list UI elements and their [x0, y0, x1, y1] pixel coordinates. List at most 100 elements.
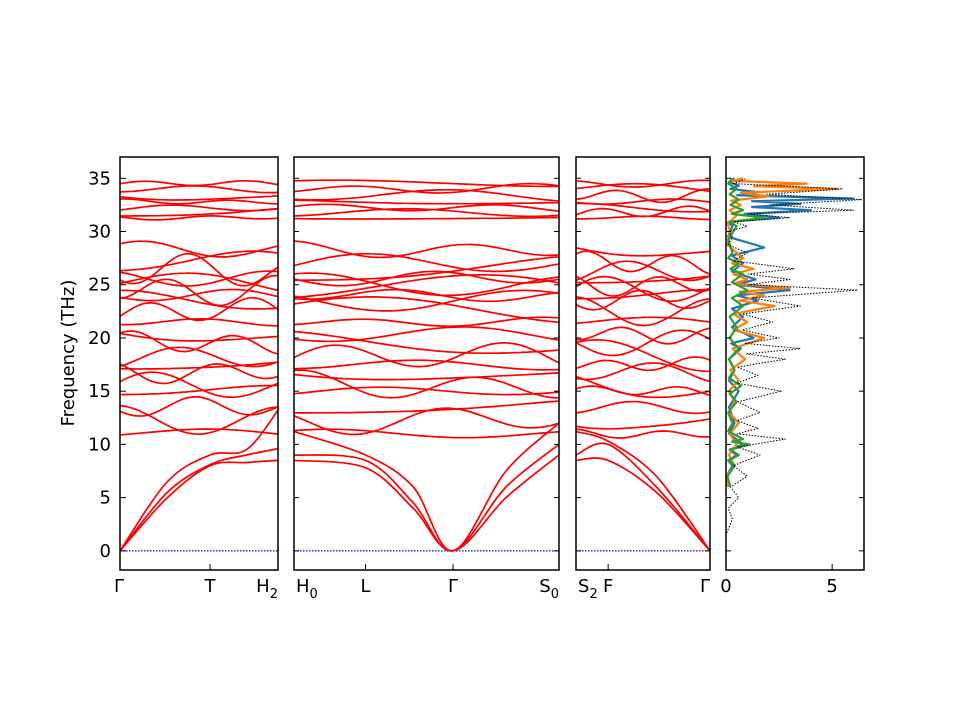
y-tick-label: 10 [88, 434, 111, 455]
optical-band [120, 274, 278, 307]
optical-band [294, 330, 559, 355]
y-tick-label: 5 [100, 488, 111, 509]
optical-band [576, 250, 710, 275]
optical-band [294, 182, 559, 194]
optical-band [120, 288, 278, 302]
optical-band [294, 179, 559, 188]
optical-band [120, 428, 278, 436]
optical-band [294, 203, 559, 213]
acoustic-band [576, 457, 710, 552]
acoustic-band [294, 422, 559, 552]
optical-band [120, 289, 278, 310]
optical-band [576, 428, 710, 439]
dos-partial-series [726, 177, 766, 488]
optical-band [294, 273, 559, 299]
optical-band [120, 396, 278, 417]
y-tick-label: 30 [88, 222, 111, 243]
dos-partial-series [726, 177, 855, 488]
optical-band [120, 252, 278, 287]
optical-band [294, 252, 559, 273]
optical-band [294, 369, 559, 399]
optical-band [120, 296, 278, 322]
optical-band [120, 179, 278, 187]
optical-band [576, 316, 710, 325]
optical-band [576, 296, 710, 327]
optical-band [120, 198, 278, 205]
x-tick-label: F [603, 576, 613, 597]
optical-band [294, 326, 559, 343]
optical-band [294, 341, 559, 368]
optical-band [576, 385, 710, 397]
panel-frames [119, 156, 865, 571]
optical-band [120, 195, 278, 201]
y-tick-label: 15 [88, 381, 111, 402]
dos-x-tick-label: 0 [720, 576, 731, 597]
panel-2-frame [293, 156, 560, 571]
optical-band [120, 240, 278, 258]
optical-band [120, 371, 278, 399]
optical-band [576, 198, 710, 205]
optical-band [120, 332, 278, 342]
optical-band [576, 326, 710, 345]
optical-band [294, 272, 559, 297]
x-tick-label: L [361, 576, 371, 597]
x-tick-label: Γ [448, 576, 458, 597]
y-tick-label: 35 [88, 168, 111, 189]
optical-band [576, 188, 710, 204]
optical-band [576, 289, 710, 311]
optical-band [294, 400, 559, 414]
optical-band [294, 359, 559, 371]
acoustic-band [120, 447, 278, 552]
optical-band [576, 179, 710, 188]
y-tick-label: 20 [88, 328, 111, 349]
optical-band [120, 361, 278, 370]
acoustic-band [294, 443, 559, 552]
optical-band [120, 346, 278, 368]
y-tick-label: 0 [100, 541, 111, 562]
panel-3-bands [576, 179, 710, 552]
band-curves [120, 179, 710, 552]
dos-curves [726, 177, 863, 551]
optical-band [294, 216, 559, 220]
optical-band [576, 329, 710, 357]
optical-band [576, 400, 710, 415]
acoustic-band [576, 442, 710, 552]
optical-band [576, 275, 710, 303]
y-axis-label: Frequency (THz) [58, 280, 79, 427]
optical-band [294, 288, 559, 303]
panel-3-frame [575, 156, 711, 571]
optical-band [294, 270, 559, 287]
optical-band [576, 246, 710, 257]
optical-band [120, 384, 278, 396]
optical-band [576, 182, 710, 193]
optical-band [294, 188, 559, 202]
optical-band [294, 316, 559, 328]
optical-band [120, 317, 278, 327]
panel-2-bands [294, 179, 559, 552]
optical-band [120, 250, 278, 272]
optical-band [576, 362, 710, 383]
optical-band [576, 275, 710, 284]
optical-band [576, 417, 710, 430]
acoustic-band [294, 454, 559, 552]
acoustic-band [576, 430, 710, 552]
optical-band [294, 428, 559, 439]
optical-band [120, 363, 278, 385]
dos-frame [725, 156, 865, 571]
dos-total-series [726, 177, 863, 551]
optical-band [120, 330, 278, 355]
acoustic-band [120, 409, 278, 552]
optical-band [294, 199, 559, 205]
optical-band [120, 204, 278, 212]
x-tick-label: T [204, 576, 217, 597]
optical-band [120, 270, 278, 287]
optical-band [576, 339, 710, 373]
optical-band [294, 289, 559, 312]
y-tick-label: 25 [88, 275, 111, 296]
optical-band [576, 288, 710, 300]
optical-band [576, 260, 710, 282]
optical-band [294, 240, 559, 259]
optical-band [294, 255, 559, 282]
